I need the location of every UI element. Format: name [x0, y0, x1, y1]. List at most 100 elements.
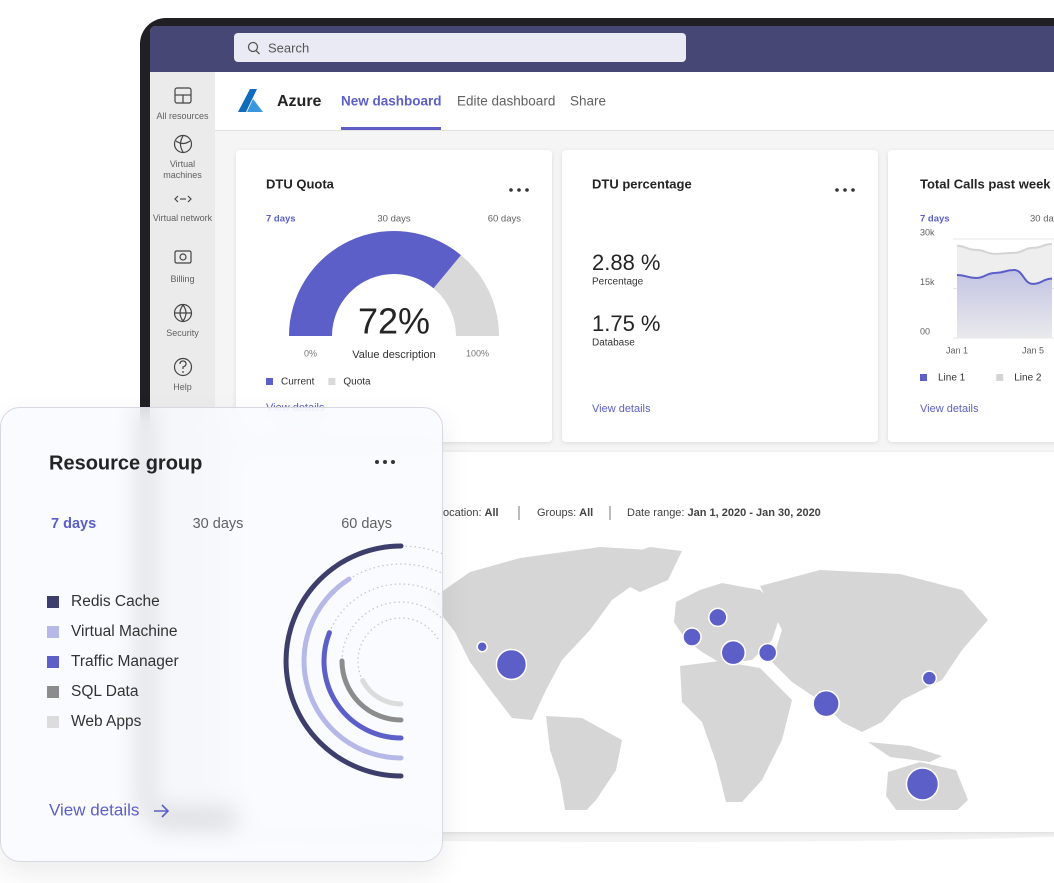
legend-swatch	[47, 626, 59, 638]
azure-logo	[238, 89, 257, 112]
nav-tab[interactable]: Edite dashboard	[457, 94, 555, 109]
filter-value[interactable]: All	[579, 507, 593, 519]
filter-label: Date range:	[627, 507, 684, 519]
view-details-link[interactable]: View details	[920, 403, 979, 415]
dot	[843, 188, 847, 192]
nav-tab[interactable]: Share	[570, 94, 606, 109]
metric-value: 2.88 %	[592, 250, 661, 275]
map-bubble[interactable]	[495, 648, 528, 681]
icon-dot	[184, 198, 186, 200]
map-bubble[interactable]	[757, 642, 778, 663]
legend-label: Line 2	[1014, 373, 1042, 384]
more-button[interactable]	[509, 188, 529, 192]
sidebar-label[interactable]: Billing	[170, 274, 195, 284]
card	[562, 150, 878, 442]
time-tab[interactable]: 7 days	[920, 214, 950, 225]
more-button[interactable]	[835, 188, 855, 192]
sidebar-label[interactable]: All resources	[156, 111, 209, 121]
resource-group-chart: Resource group 7 days 30 days 60 days Redis …	[47, 452, 442, 819]
legend-label: Web Apps	[71, 713, 142, 730]
legend-label: Line 1	[938, 373, 966, 384]
nav-tab[interactable]: New dashboard	[341, 94, 442, 109]
world-map	[430, 547, 988, 810]
sidebar-label[interactable]: Security	[166, 328, 199, 338]
time-tab[interactable]: 30 days	[1030, 214, 1054, 225]
continent	[546, 716, 622, 810]
time-tab[interactable]: 60 days	[488, 214, 522, 225]
card-title: DTU percentage	[592, 176, 692, 191]
dot	[383, 460, 387, 464]
sidebar-label[interactable]: Virtual machines	[163, 159, 202, 180]
ring-track	[357, 617, 439, 681]
time-tab[interactable]: 30 days	[193, 516, 244, 532]
time-tab[interactable]: 60 days	[341, 516, 392, 532]
radial-bar	[283, 543, 404, 779]
sidebar-dots	[180, 198, 186, 373]
header	[215, 72, 1054, 130]
search-box[interactable]	[234, 33, 686, 62]
view-details-link[interactable]: View details	[49, 800, 139, 819]
map-bubble[interactable]	[720, 639, 747, 666]
dot	[525, 188, 529, 192]
arrow-icon	[154, 804, 170, 818]
ring-track	[348, 563, 442, 580]
legend-label: Current	[281, 377, 315, 388]
continent	[430, 547, 650, 720]
search-placeholder: Search	[268, 40, 309, 55]
legend-swatch	[47, 686, 59, 698]
time-tab[interactable]: 30 days	[377, 214, 411, 225]
sidebar-label[interactable]: Help	[173, 382, 192, 392]
brand: Azure	[277, 93, 322, 110]
view-details-link[interactable]: View details	[592, 403, 651, 415]
gauge-value-label: 72%	[358, 301, 430, 342]
map-bubble[interactable]	[682, 627, 702, 647]
icon-dot	[182, 371, 184, 373]
filter-value[interactable]: Jan 1, 2020 - Jan 30, 2020	[687, 507, 820, 519]
more-button[interactable]	[375, 460, 395, 464]
icon-help[interactable]	[173, 357, 193, 377]
dot	[391, 460, 395, 464]
icon-billing[interactable]	[174, 250, 192, 264]
sidebar-icons	[173, 87, 193, 377]
legend-swatch	[328, 378, 336, 385]
resource-group-card: Resource group 7 days 30 days 60 days Redis …	[0, 407, 443, 862]
icon-dot	[182, 198, 184, 200]
legend-swatch	[266, 378, 273, 385]
time-tab[interactable]: 7 days	[266, 214, 296, 225]
legend-label: Traffic Manager	[71, 653, 179, 670]
gauge-description: Value description	[352, 349, 436, 361]
dot	[851, 188, 855, 192]
radial-bar	[339, 658, 404, 723]
continent	[612, 547, 682, 592]
dot	[375, 460, 379, 464]
icon-virtual-network[interactable]	[174, 195, 192, 203]
y-tick-label: 15k	[920, 277, 935, 287]
legend-swatch	[47, 656, 59, 668]
radial-bar	[301, 576, 404, 761]
card-title: Total Calls past week	[920, 176, 1051, 191]
time-tab[interactable]: 7 days	[51, 516, 96, 532]
top-bar-fill	[150, 60, 1054, 72]
metric-label: Database	[592, 338, 635, 349]
map-bubble[interactable]	[905, 767, 940, 801]
search-icon	[247, 41, 259, 53]
line-area	[957, 270, 1052, 338]
filter-value[interactable]: All	[485, 507, 499, 519]
map-bubble[interactable]	[476, 641, 488, 653]
icon-virtual-machines[interactable]	[173, 134, 193, 154]
map-bubble[interactable]	[708, 607, 728, 628]
dot	[835, 188, 839, 192]
legend-label: Quota	[343, 377, 371, 388]
ring-track	[328, 583, 442, 633]
continent	[680, 661, 792, 802]
map-bubble[interactable]	[921, 670, 938, 686]
sidebar-label[interactable]: Virtual network	[152, 213, 213, 223]
card	[236, 150, 552, 442]
metric-value: 1.75 %	[592, 311, 661, 336]
legend-swatch	[996, 374, 1004, 381]
x-tick-label: Jan 1	[946, 345, 968, 355]
bubble-layer	[476, 607, 940, 801]
map-bubble[interactable]	[812, 689, 840, 718]
